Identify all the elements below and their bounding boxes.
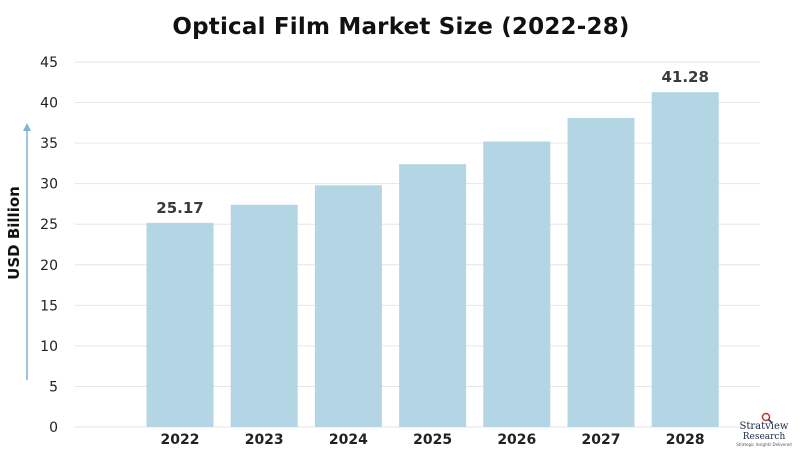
bar-2023 — [230, 204, 298, 427]
data-label: 41.28 — [661, 68, 708, 86]
bar-2025 — [399, 164, 467, 427]
logo-sub: Research — [742, 432, 786, 442]
x-tick-labels: 2022 2023 2024 2025 2026 2027 2028 — [161, 432, 705, 448]
y-tick-label: 15 — [40, 298, 58, 314]
y-tick-label: 5 — [49, 379, 58, 395]
logo-name: Stratview — [739, 421, 789, 432]
y-tick-label: 10 — [40, 339, 58, 355]
y-tick-label: 35 — [40, 136, 58, 152]
y-axis-arrow — [23, 123, 31, 380]
data-labels: 25.17 41.28 — [156, 68, 709, 217]
magnifier-icon — [761, 412, 773, 424]
bar-2024 — [314, 185, 382, 427]
bar-2027 — [567, 117, 635, 427]
bars — [146, 92, 719, 427]
y-tick-label: 45 — [40, 55, 58, 71]
chart-title: Optical Film Market Size (2022-28) — [172, 14, 630, 40]
y-tick-label: 20 — [40, 258, 58, 274]
stratview-logo: Stratview Research Strategic Insights De… — [732, 412, 796, 456]
x-tick-label: 2022 — [161, 432, 200, 448]
data-label: 25.17 — [156, 199, 203, 217]
x-tick-label: 2025 — [413, 432, 452, 448]
y-tick-label: 25 — [40, 217, 58, 233]
y-tick-label: 30 — [40, 177, 58, 193]
x-tick-label: 2024 — [329, 432, 368, 448]
x-tick-label: 2026 — [497, 432, 536, 448]
y-axis-label: USD Billion — [5, 186, 23, 280]
y-tick-labels: 0 5 10 15 20 25 30 35 40 45 — [40, 55, 58, 436]
bar-2026 — [483, 141, 551, 427]
y-tick-label: 40 — [40, 96, 58, 112]
logo-tagline: Strategic Insights Delivered — [736, 442, 792, 447]
x-tick-label: 2023 — [245, 432, 284, 448]
bar-2028 — [651, 92, 719, 427]
y-tick-label: 0 — [49, 420, 58, 436]
x-tick-label: 2028 — [666, 432, 705, 448]
bar-2022 — [146, 222, 214, 427]
x-tick-label: 2027 — [582, 432, 621, 448]
